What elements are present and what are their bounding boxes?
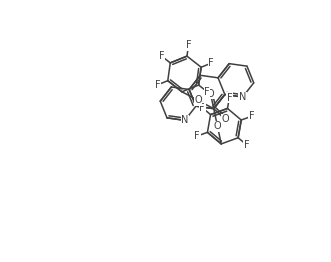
Text: F: F xyxy=(186,40,191,51)
Text: F: F xyxy=(200,103,205,113)
Text: F: F xyxy=(204,87,210,97)
Text: F: F xyxy=(159,51,165,61)
Text: O: O xyxy=(207,89,214,99)
Text: F: F xyxy=(226,93,232,103)
Text: F: F xyxy=(244,140,249,150)
Text: O: O xyxy=(221,114,229,124)
Text: F: F xyxy=(249,111,254,121)
Text: F: F xyxy=(155,80,161,90)
Text: N: N xyxy=(239,92,246,102)
Text: F: F xyxy=(208,58,214,68)
Text: O: O xyxy=(194,95,202,105)
Text: O: O xyxy=(214,121,221,131)
Text: F: F xyxy=(195,131,200,141)
Text: N: N xyxy=(181,115,189,125)
